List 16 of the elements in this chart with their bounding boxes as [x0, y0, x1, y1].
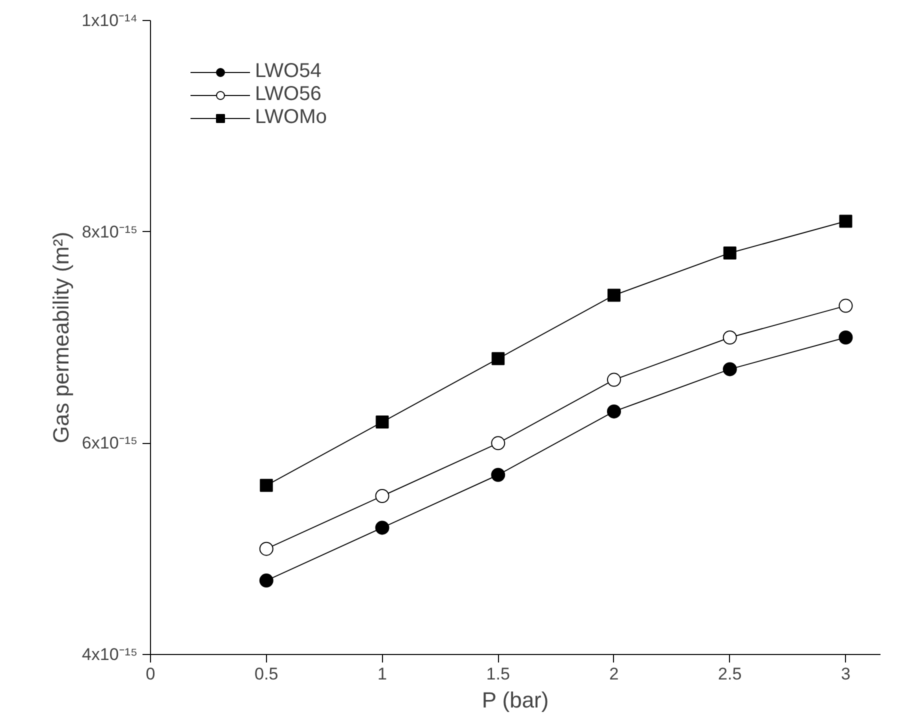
y-axis-title: Gas permeability (m²) — [48, 232, 74, 444]
x-tick-label: 2.5 — [718, 664, 742, 684]
y-tick-label: 8x10⁻¹⁵ — [82, 222, 138, 242]
x-tick-label: 1.5 — [486, 664, 510, 684]
legend-label: LWOMo — [255, 106, 327, 129]
legend-label: LWO56 — [255, 83, 322, 106]
y-tick-label: 4x10⁻¹⁵ — [82, 645, 138, 664]
x-axis-title: P (bar) — [482, 688, 549, 712]
legend-label: LWO54 — [255, 60, 322, 83]
y-tick-label: 1x10⁻¹⁴ — [82, 11, 138, 30]
x-tick-label: 1 — [378, 664, 387, 684]
x-tick-label: 0 — [146, 664, 156, 684]
x-tick-label: 2 — [609, 664, 619, 684]
x-tick-label: 3 — [841, 664, 850, 684]
x-tick-label: 0.5 — [254, 664, 278, 684]
y-tick-label: 6x10⁻¹⁵ — [82, 434, 138, 453]
